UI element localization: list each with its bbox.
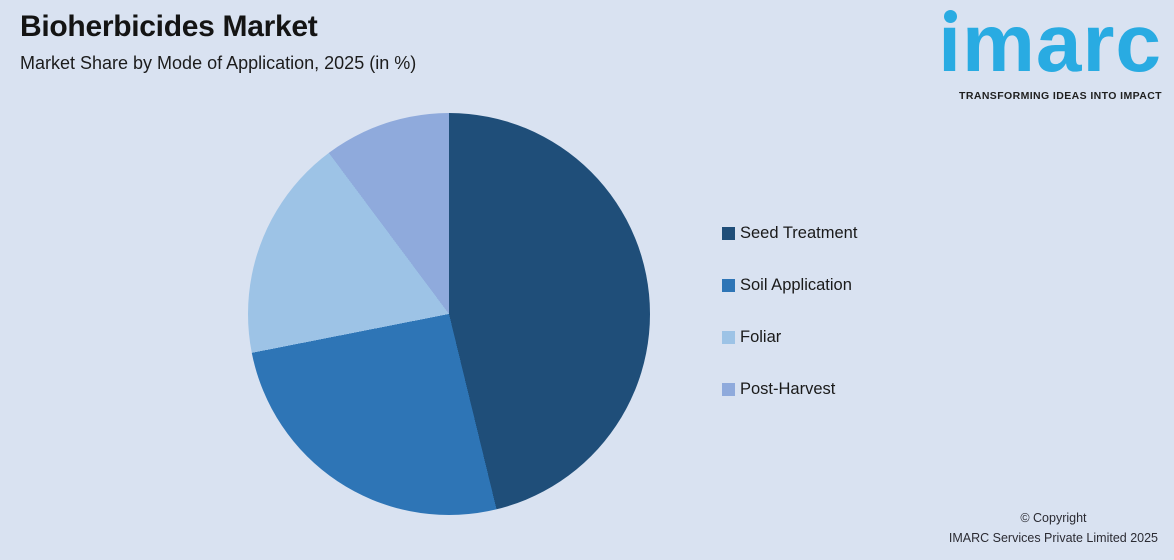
imarc-logo: ımarc TRANSFORMING IDEAS INTO IMPACT [924,0,1162,108]
copyright-notice: © Copyright IMARC Services Private Limit… [949,509,1158,548]
legend-item: Soil Application [722,276,857,294]
logo-wordmark: ımarc [938,0,1162,89]
legend-label: Foliar [740,327,782,346]
legend-label: Post-Harvest [740,379,836,398]
legend-item: Foliar [722,328,857,346]
legend-swatch [722,226,735,240]
page-subtitle: Market Share by Mode of Application, 202… [20,53,417,73]
legend-label: Soil Application [740,275,852,294]
legend-swatch [722,382,735,396]
legend-swatch [722,278,735,292]
legend-swatch [722,330,735,344]
pie-chart [248,113,650,515]
logo-dot-icon [944,10,957,23]
legend-item: Post-Harvest [722,380,857,398]
chart-legend: Seed Treatment Soil Application Foliar P… [722,224,857,432]
page-title: Bioherbicides Market [20,10,318,43]
header: Bioherbicides Market Market Share by Mod… [20,10,416,74]
logo-tagline: TRANSFORMING IDEAS INTO IMPACT [959,90,1162,102]
legend-label: Seed Treatment [740,223,858,242]
legend-item: Seed Treatment [722,224,857,242]
copyright-line2: IMARC Services Private Limited 2025 [948,530,1158,545]
copyright-line1: © Copyright [1020,511,1087,526]
